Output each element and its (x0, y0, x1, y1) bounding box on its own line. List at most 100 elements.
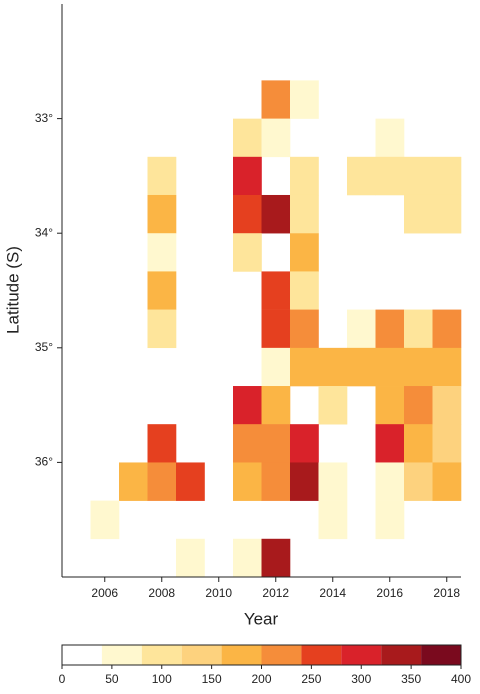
heat-cell (147, 309, 177, 349)
heat-cell (404, 347, 433, 387)
heat-cell (290, 347, 319, 387)
heat-cell (261, 538, 291, 578)
heat-cell (375, 309, 405, 349)
heat-cell (233, 233, 262, 272)
heat-cell (404, 462, 433, 501)
heat-cell (432, 424, 462, 463)
colorbar-tick-label: 250 (301, 672, 321, 686)
heat-cell (432, 386, 462, 425)
heat-cell (404, 156, 433, 196)
x-axis-label: Year (244, 609, 279, 628)
heat-cell (233, 118, 262, 158)
heat-cell (432, 194, 462, 234)
heat-cell (147, 462, 177, 501)
colorbar-segment (141, 645, 182, 665)
colorbar-segment (101, 645, 142, 665)
heat-cell (290, 233, 319, 272)
heat-cell (147, 233, 177, 272)
heat-cell (147, 271, 177, 310)
heat-cell (176, 538, 205, 578)
heat-cell (261, 424, 291, 463)
colorbar-tick-label: 400 (451, 672, 471, 686)
heat-cell (261, 462, 291, 501)
heat-cell (147, 194, 177, 234)
y-tick-label: 35° (35, 340, 53, 354)
heat-cell (347, 309, 376, 349)
y-axis-label: Latitude (S) (3, 246, 22, 334)
x-tick-label: 2006 (91, 586, 118, 600)
heat-cell (318, 500, 348, 540)
colorbar-segment (261, 645, 302, 665)
heat-cell (404, 386, 433, 425)
heat-cell (261, 347, 291, 387)
heat-cell (119, 462, 148, 501)
colorbar-segment (221, 645, 262, 665)
heat-cell (290, 80, 319, 119)
colorbar-tick-label: 0 (59, 672, 66, 686)
heat-cell (261, 118, 291, 158)
heat-cell (290, 271, 319, 310)
colorbar-segment (341, 645, 382, 665)
colorbar-segment (181, 645, 222, 665)
heat-cell (233, 194, 262, 234)
heat-cell (432, 347, 462, 387)
y-tick-label: 33° (35, 111, 53, 125)
heat-cell (404, 424, 433, 463)
heat-cell (233, 424, 262, 463)
heat-cell (233, 538, 262, 578)
heat-cell (318, 386, 348, 425)
colorbar-segment (62, 645, 102, 665)
colorbar-tick-label: 350 (401, 672, 421, 686)
heat-cell (404, 194, 433, 234)
heat-cell (233, 462, 262, 501)
heat-cell (375, 118, 405, 158)
heat-cell (147, 156, 177, 196)
heat-cell (347, 347, 376, 387)
heat-cell (261, 194, 291, 234)
heat-cell (375, 347, 405, 387)
colorbar-tick-label: 200 (251, 672, 271, 686)
heat-cell (432, 462, 462, 501)
heat-cell (176, 462, 205, 501)
heat-cell (375, 500, 405, 540)
heat-cell (375, 156, 405, 196)
x-tick-label: 2008 (148, 586, 175, 600)
heat-cell (318, 347, 348, 387)
colorbar-tick-label: 100 (152, 672, 172, 686)
x-tick-label: 2018 (433, 586, 460, 600)
heat-cell (432, 309, 462, 349)
heat-cell (290, 156, 319, 196)
heat-cell (318, 462, 348, 501)
heat-cell (261, 271, 291, 310)
colorbar-segment (301, 645, 342, 665)
colorbar-tick-label: 150 (202, 672, 222, 686)
heat-cell (147, 424, 177, 463)
colorbar-tick-label: 300 (351, 672, 371, 686)
x-tick-label: 2010 (205, 586, 232, 600)
heat-cell (261, 80, 291, 119)
heat-cell (404, 309, 433, 349)
heat-cell (375, 462, 405, 501)
heat-cell (432, 156, 462, 196)
colorbar-segment (381, 645, 422, 665)
x-tick-label: 2016 (376, 586, 403, 600)
heat-cell (290, 424, 319, 463)
x-tick-label: 2012 (262, 586, 289, 600)
heat-cell (290, 462, 319, 501)
heat-cell (90, 500, 120, 540)
heat-cell (261, 386, 291, 425)
heat-cell (261, 309, 291, 349)
heat-cell (290, 309, 319, 349)
heat-cell (375, 386, 405, 425)
heat-cell (375, 424, 405, 463)
heat-cell (347, 156, 376, 196)
colorbar-tick-label: 50 (105, 672, 119, 686)
colorbar-segment (421, 645, 461, 665)
y-tick-label: 34° (35, 225, 53, 239)
y-tick-label: 36° (35, 455, 53, 469)
heat-cell (290, 194, 319, 234)
heat-cell (233, 156, 262, 196)
heat-cell (233, 386, 262, 425)
